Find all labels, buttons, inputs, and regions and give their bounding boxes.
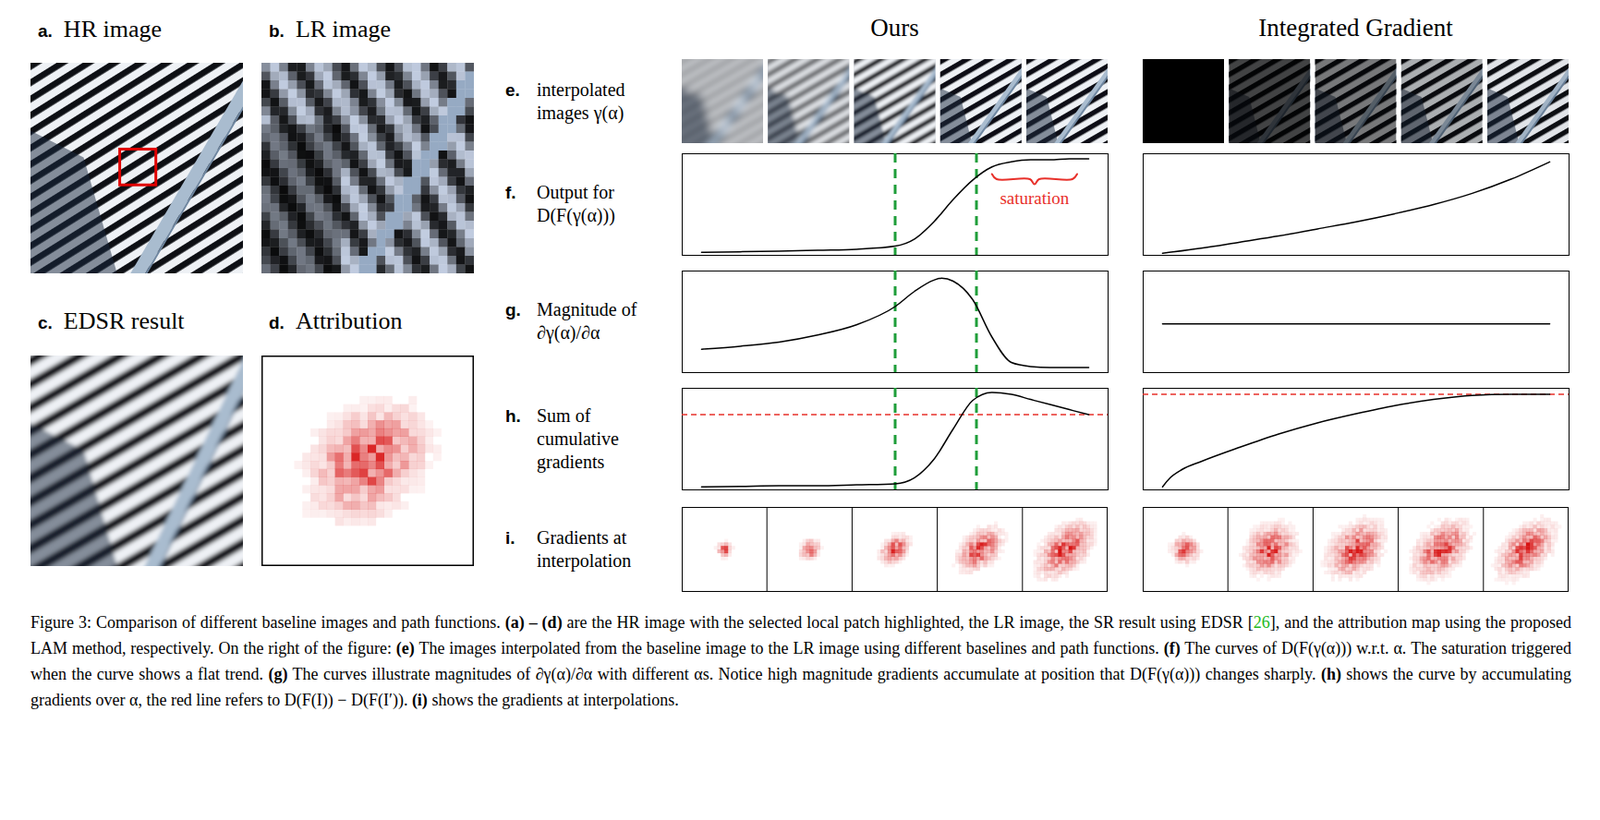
html-text:c.: c. bbox=[37, 313, 53, 333]
html-text:g.: g. bbox=[505, 300, 521, 320]
html-text:b.: b. bbox=[268, 21, 285, 41]
html-text:Ours: Ours bbox=[870, 13, 919, 42]
html-text:Attribution: Attribution bbox=[295, 307, 403, 335]
html-text:Sum of cumulative gradients: Sum of cumulative gradients bbox=[536, 405, 619, 472]
html-text:Integrated Gradient: Integrated Gradient bbox=[1258, 13, 1453, 42]
html-text:Magnitude of ∂γ(α)/∂α: Magnitude of ∂γ(α)/∂α bbox=[536, 299, 637, 343]
html-text:Output for D(F(γ(α))): Output for D(F(γ(α))) bbox=[536, 181, 616, 226]
html-text:Gradients at interpolation: Gradients at interpolation bbox=[536, 527, 632, 571]
html-text:Figure 3: Comparison of differ: Figure 3: Comparison of different baseli… bbox=[30, 613, 1572, 710]
html-text:i.: i. bbox=[505, 528, 516, 548]
html-text:e.: e. bbox=[505, 79, 520, 100]
html-text:EDSR result: EDSR result bbox=[63, 307, 185, 335]
svg-text:saturation: saturation bbox=[999, 188, 1069, 208]
html-text:h.: h. bbox=[505, 406, 521, 426]
html-text:HR image: HR image bbox=[63, 15, 162, 43]
html-text:d.: d. bbox=[268, 313, 285, 333]
html-text:LR image: LR image bbox=[295, 15, 391, 43]
html-text:a.: a. bbox=[37, 21, 53, 41]
html-text:f.: f. bbox=[505, 182, 517, 203]
html-text:interpolated images γ(α): interpolated images γ(α) bbox=[536, 78, 625, 123]
